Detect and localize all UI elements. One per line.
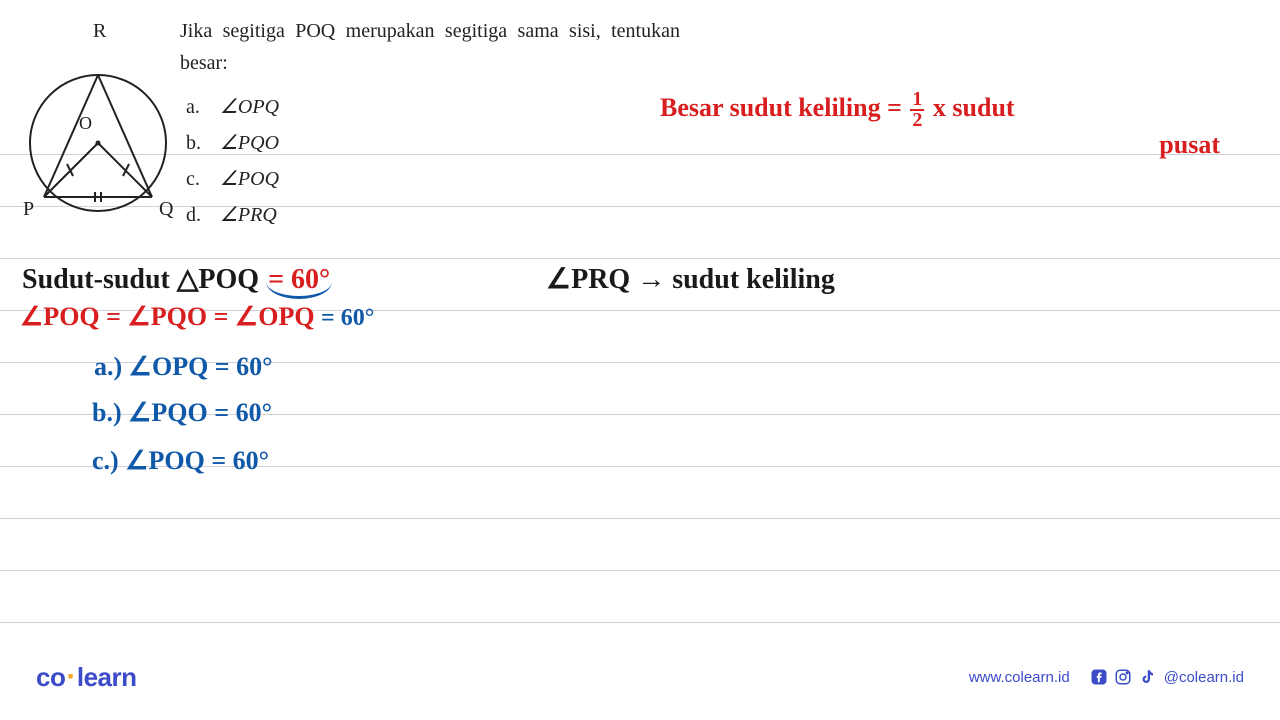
svg-text:O: O [79,113,92,133]
colearn-logo: co·learn [36,660,137,694]
annotation-equal-angles: ∠POQ = ∠PQO = ∠OPQ = 60° [20,302,374,332]
footer: co·learn www.colearn.id @colearn.id [0,660,1280,694]
footer-right: www.colearn.id @colearn.id [969,668,1244,686]
svg-text:R: R [93,20,107,42]
svg-text:Q: Q [159,198,174,220]
geometry-diagram: R P Q O [15,15,165,215]
facebook-icon [1090,668,1108,686]
problem-statement: Jika segitiga POQ merupakan segitiga sam… [180,15,680,235]
annotation-formula: Besar sudut keliling = 12 x sudut pusat [660,90,1260,160]
annotation-answer-a: a.) ∠OPQ = 60° [94,352,273,382]
annotation-prq-keliling: ∠PRQ → sudut keliling [546,262,835,296]
annotation-answer-b: b.) ∠PQO = 60° [92,398,272,428]
problem-text: Jika segitiga POQ merupakan segitiga sam… [180,15,680,79]
problem-options: a.∠OPQ b.∠PQO c.∠POQ d.∠PRQ [180,91,680,231]
instagram-icon [1114,668,1132,686]
tiktok-icon [1138,668,1156,686]
annotation-answer-c: c.) ∠POQ = 60° [92,446,269,476]
annotation-sudut-sudut: Sudut-sudut △POQ = 60° [22,262,332,299]
footer-handle: @colearn.id [1090,668,1244,686]
svg-text:P: P [23,198,34,220]
footer-url: www.colearn.id [969,669,1070,686]
